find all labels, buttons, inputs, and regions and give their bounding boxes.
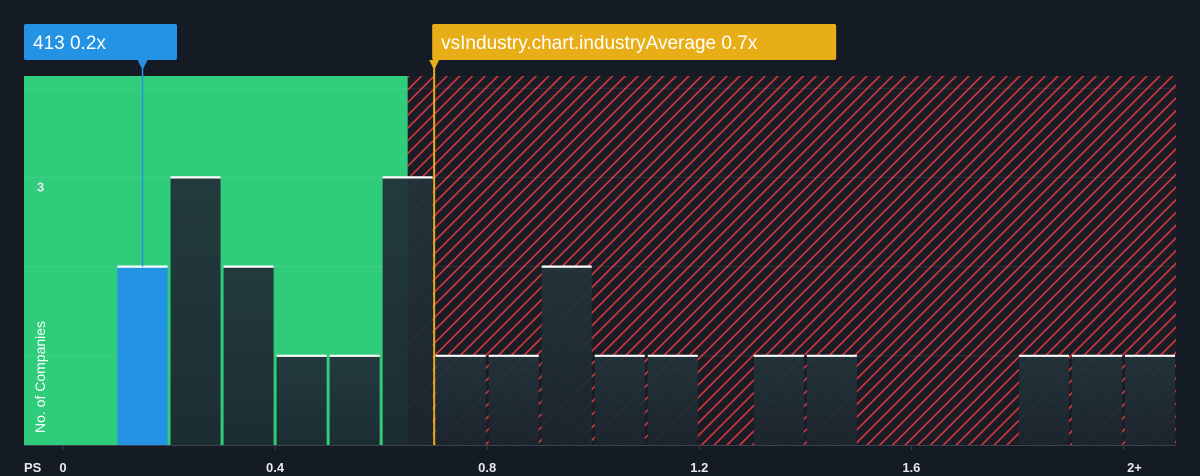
industry-average-callout-box	[432, 24, 837, 60]
x-tick-label: 1.2	[690, 460, 708, 475]
y-axis-title: No. of Companies	[32, 321, 48, 433]
highlight-callout-box	[24, 24, 177, 60]
histogram-bar	[276, 355, 327, 445]
x-ticks-group: 0 0.4 0.8 1.2 1.6 2+	[59, 445, 1142, 475]
histogram-bar	[1124, 355, 1176, 445]
histogram-bar	[541, 266, 592, 445]
bar-caps-group	[117, 176, 1176, 357]
x-tick-label: 0.4	[266, 460, 285, 475]
histogram-bar	[170, 177, 221, 445]
histogram-bar	[1071, 355, 1122, 445]
histogram-bar	[223, 266, 274, 445]
industry-average-pointer	[429, 60, 440, 70]
histogram-bar	[329, 355, 380, 445]
x-tick-label: 0	[59, 460, 66, 475]
y-tick-3: 3	[37, 179, 44, 194]
x-axis-label: PS	[24, 460, 42, 475]
highlight-callout-pointer	[137, 60, 148, 70]
histogram-bar	[435, 355, 486, 445]
industry-average-callout-label: vsIndustry.chart.industryAverage 0.7x	[441, 33, 758, 54]
histogram-bar	[382, 177, 433, 445]
histogram-bar	[1018, 355, 1069, 445]
histogram-bar	[647, 355, 698, 445]
histogram-bar	[806, 355, 857, 445]
bars-group	[117, 177, 1176, 445]
histogram-bar	[594, 355, 645, 445]
x-tick-label: 0.8	[478, 460, 496, 475]
histogram-bar	[117, 266, 168, 445]
histogram-bar	[753, 355, 804, 445]
x-tick-label: 1.6	[902, 460, 920, 475]
x-tick-label: 2+	[1127, 460, 1142, 475]
histogram-bar	[488, 355, 539, 445]
highlight-callout-label: 413 0.2x	[33, 33, 106, 54]
